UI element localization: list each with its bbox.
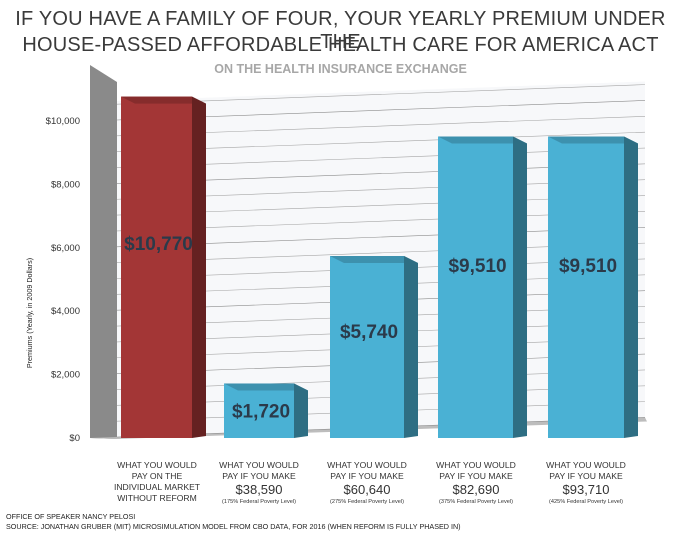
- y-tick-label: $2,000: [51, 370, 80, 381]
- bar-top: [224, 383, 308, 391]
- y-tick-label: $10,000: [46, 116, 80, 127]
- bar-value-label: $10,770: [124, 234, 193, 255]
- bar-side: [192, 96, 206, 438]
- x-category-line: PAY ON THE: [131, 471, 183, 481]
- x-category-line: WITHOUT REFORM: [117, 493, 197, 503]
- x-category-line: PAY IF YOU MAKE: [222, 471, 296, 481]
- bar: [330, 256, 404, 438]
- y-tick-label: $0: [69, 433, 80, 444]
- x-category-line: WHAT YOU WOULD: [436, 460, 516, 470]
- y-tick-label: $4,000: [51, 306, 80, 317]
- chart-title-line-2: HOUSE-PASSED AFFORDABLE HEALTH CARE FOR …: [22, 34, 659, 56]
- x-category-label: WHAT YOU WOULD PAY ON THE INDIVIDUAL MARKE…: [107, 460, 207, 504]
- y-tick-label: $8,000: [51, 179, 80, 190]
- footer-source: SOURCE: JONATHAN GRUBER (MIT) MICROSIMUL…: [6, 522, 461, 531]
- x-category-line: PAY IF YOU MAKE: [549, 471, 623, 481]
- bar-value-label: $1,720: [232, 401, 290, 422]
- x-category-line: INDIVIDUAL MARKET: [113, 482, 201, 492]
- x-category-label: WHAT YOU WOULD PAY IF YOU MAKE $93,710 (425…: [536, 460, 636, 507]
- y-tick-label: $6,000: [51, 243, 80, 254]
- gridline: [116, 84, 646, 105]
- chart-subtitle: ON THE HEALTH INSURANCE EXCHANGE: [214, 62, 467, 76]
- bar-side: [294, 383, 308, 438]
- x-category-poverty-level: (425% Federal Poverty Level): [549, 499, 623, 505]
- x-category-label: WHAT YOU WOULD PAY IF YOU MAKE $82,690 (375…: [426, 460, 526, 507]
- bar-side: [404, 256, 418, 438]
- y-axis-label: Premiums (Yearly, in 2009 Dollars): [25, 258, 34, 368]
- bar-top: [121, 96, 206, 104]
- x-category-line: PAY IF YOU MAKE: [439, 471, 513, 481]
- x-category-income: $60,640: [343, 482, 391, 497]
- x-category-income: $82,690: [452, 482, 500, 497]
- bar-side: [513, 136, 527, 438]
- bar-value-label: $9,510: [559, 256, 617, 277]
- x-category-poverty-level: (175% Federal Poverty Level): [222, 499, 296, 505]
- x-category-line: WHAT YOU WOULD: [219, 460, 299, 470]
- x-category-label: WHAT YOU WOULD PAY IF YOU MAKE $38,590 (175…: [209, 460, 309, 507]
- bar-top: [548, 136, 638, 144]
- chart-title-line-1: IF YOU HAVE A FAMILY OF FOUR, YOUR YEARL…: [15, 8, 666, 53]
- bar: [224, 383, 294, 438]
- bar-value-label: $9,510: [448, 256, 506, 277]
- x-category-line: PAY IF YOU MAKE: [330, 471, 404, 481]
- bar: [548, 136, 624, 438]
- x-category-poverty-level: (275% Federal Poverty Level): [330, 499, 404, 505]
- chart-side-wall: [90, 65, 117, 440]
- x-category-poverty-level: (375% Federal Poverty Level): [439, 499, 513, 505]
- bar-top: [330, 256, 418, 264]
- x-category-income: $93,710: [562, 482, 610, 497]
- x-category-line: WHAT YOU WOULD: [327, 460, 407, 470]
- bar-side: [624, 136, 638, 438]
- x-category-label: WHAT YOU WOULD PAY IF YOU MAKE $60,640 (275…: [317, 460, 417, 507]
- x-category-line: WHAT YOU WOULD: [117, 460, 197, 470]
- footer-office: OFFICE OF SPEAKER NANCY PELOSI: [6, 512, 136, 521]
- bar-top: [438, 136, 527, 144]
- x-category-income: $38,590: [235, 482, 283, 497]
- bar-value-label: $5,740: [340, 322, 398, 343]
- bar: [438, 136, 513, 438]
- bar: [121, 96, 192, 438]
- x-category-line: WHAT YOU WOULD: [546, 460, 626, 470]
